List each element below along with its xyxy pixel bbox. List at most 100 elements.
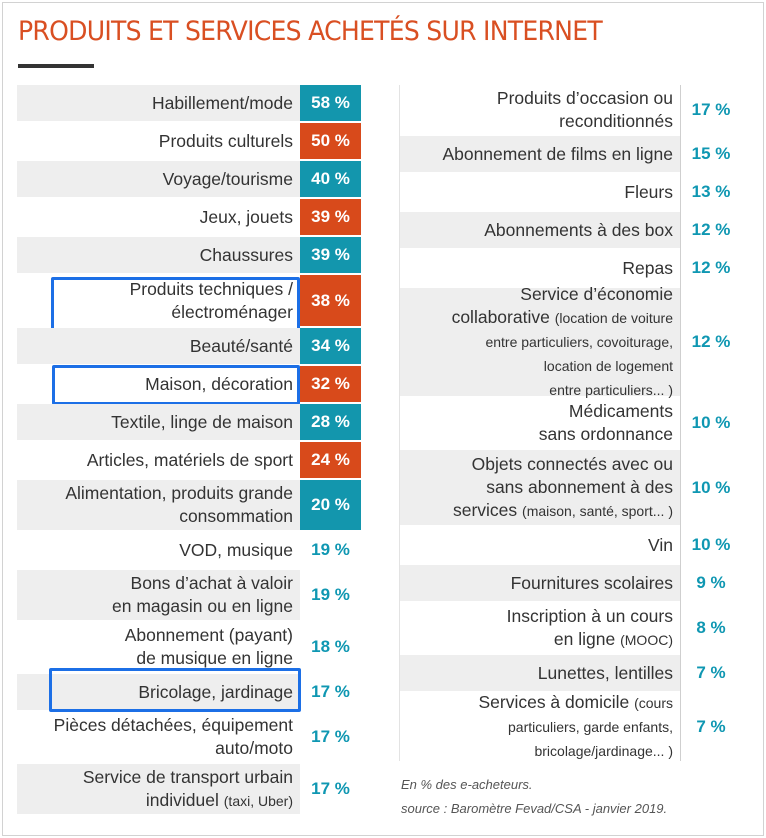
label-text: Produits culturels <box>158 130 293 151</box>
left-value: 39 % <box>300 237 361 273</box>
label-text: Médicaments sans ordonnance <box>538 401 673 444</box>
label-note: (maison, santé, sport... ) <box>522 502 673 519</box>
label-text: Abonnement de films en ligne <box>442 143 673 164</box>
left-row-label: Articles, matériels de sport <box>17 442 300 478</box>
source-note: source : Baromètre Fevad/CSA - janvier 2… <box>401 801 668 816</box>
left-row: Bons d’achat à valoir en magasin ou en l… <box>17 570 361 620</box>
left-value: 17 % <box>311 682 350 701</box>
right-value: 15 % <box>691 144 731 163</box>
right-row: Produits d’occasion ou reconditionnés 17 … <box>399 85 742 134</box>
left-value: 28 % <box>300 404 361 440</box>
left-row-label: Bricolage, jardinage <box>17 674 300 710</box>
left-value: 38 % <box>300 275 361 326</box>
left-row: Pièces détachées, équipement auto/moto 17… <box>17 712 361 762</box>
right-value: 10 % <box>691 535 731 554</box>
label-text: Produits d’occasion ou reconditionnés <box>496 87 673 131</box>
right-row-label: Lunettes, lentilles <box>399 655 680 691</box>
label-text: Vin <box>648 534 673 555</box>
left-row: Voyage/tourisme 40 % <box>17 161 361 197</box>
right-row-label: Produits d’occasion ou reconditionnés <box>399 85 680 134</box>
left-value: 32 % <box>300 366 361 402</box>
label-text: Inscription à un cours en ligne (MOOC) <box>506 605 673 649</box>
left-row-label: Chaussures <box>17 237 300 273</box>
left-row-label: Produits culturels <box>17 123 300 159</box>
left-row: Produits culturels 50 % <box>17 123 361 159</box>
label-text: Chaussures <box>199 244 293 265</box>
left-row-label: Abonnement (payant) de musique en ligne <box>17 622 300 672</box>
right-row-label: Médicaments sans ordonnance <box>399 398 680 448</box>
left-row: Abonnement (payant) de musique en ligne 1… <box>17 622 361 672</box>
left-row-label: Textile, linge de maison <box>17 404 300 440</box>
right-value: 17 % <box>691 99 731 119</box>
right-value: 12 % <box>691 258 731 277</box>
left-row-label: Pièces détachées, équipement auto/moto <box>17 712 300 762</box>
title-underline <box>18 64 94 68</box>
right-column-left-separator <box>399 85 400 761</box>
right-row-label: Abonnements à des box <box>399 212 680 248</box>
label-text: Maison, décoration <box>145 373 293 394</box>
left-row: Jeux, jouets 39 % <box>17 199 361 235</box>
label-text: Pièces détachées, équipement auto/moto <box>53 715 293 758</box>
left-value: 17 % <box>311 727 350 746</box>
left-value: 20 % <box>300 480 361 530</box>
left-row: Beauté/santé 34 % <box>17 328 361 364</box>
left-row-label: Beauté/santé <box>17 328 300 364</box>
label-text: Service d’économie collaborative (locati… <box>451 283 673 398</box>
right-value: 9 % <box>696 573 726 592</box>
right-value: 7 % <box>696 717 726 736</box>
left-row: Chaussures 39 % <box>17 237 361 273</box>
left-value: 19 % <box>311 540 350 559</box>
right-row-label: Abonnement de films en ligne <box>399 136 680 172</box>
right-row: Services à domicile (cours particuliers,… <box>399 692 742 761</box>
left-value: 34 % <box>300 328 361 364</box>
label-text: Textile, linge de maison <box>111 411 293 432</box>
right-row-label: Service d’économie collaborative (locati… <box>399 284 680 398</box>
right-value: 12 % <box>691 332 731 351</box>
right-row-label: Fleurs <box>399 174 680 210</box>
label-text: Fleurs <box>624 181 673 202</box>
right-row-label: Objets connectés avec ou sans abonnement… <box>399 450 680 525</box>
footnote: En % des e-acheteurs. <box>401 777 533 792</box>
label-text: Beauté/santé <box>189 335 293 356</box>
right-row: Repas 12 % <box>399 250 742 286</box>
right-row-label: Vin <box>399 527 680 563</box>
label-text: Service de transport urbain individuel (… <box>82 766 293 810</box>
left-value: 39 % <box>300 199 361 235</box>
right-value: 13 % <box>691 182 731 201</box>
label-text: Bricolage, jardinage <box>138 681 293 702</box>
left-row: VOD, musique 19 % <box>17 532 361 568</box>
left-value: 40 % <box>300 161 361 197</box>
label-note: (MOOC) <box>620 631 673 648</box>
left-row-label: Maison, décoration <box>17 366 300 402</box>
left-row-label: VOD, musique <box>17 532 300 568</box>
left-row: Textile, linge de maison 28 % <box>17 404 361 440</box>
left-row: Alimentation, produits grande consommati… <box>17 480 361 530</box>
label-text: VOD, musique <box>179 539 293 560</box>
left-row-label: Alimentation, produits grande consommati… <box>17 480 300 530</box>
left-row: Articles, matériels de sport 24 % <box>17 442 361 478</box>
right-value: 7 % <box>696 663 726 682</box>
right-row: Inscription à un cours en ligne (MOOC) 8 … <box>399 603 742 653</box>
highlight-box <box>49 668 301 712</box>
right-row: Fleurs 13 % <box>399 174 742 210</box>
left-row-label: Service de transport urbain individuel (… <box>17 764 300 814</box>
label-text: Objets connectés avec ou sans abonnement… <box>452 453 673 520</box>
label-text: Lunettes, lentilles <box>537 662 673 683</box>
left-value: 24 % <box>300 442 361 478</box>
label-note: (location de voiture entre particuliers,… <box>485 309 673 398</box>
right-value: 8 % <box>696 618 726 637</box>
label-text: Alimentation, produits grande consommati… <box>65 483 293 526</box>
chart-title: PRODUITS ET SERVICES ACHETÉS SUR INTERNE… <box>18 16 603 47</box>
label-text: Fournitures scolaires <box>510 572 673 593</box>
label-text: Bons d’achat à valoir en magasin ou en l… <box>112 573 293 616</box>
right-row-label: Inscription à un cours en ligne (MOOC) <box>399 603 680 653</box>
left-row-label: Habillement/mode <box>17 85 300 121</box>
label-text: Jeux, jouets <box>199 206 293 227</box>
right-row-label: Services à domicile (cours particuliers,… <box>399 692 680 761</box>
right-row: Objets connectés avec ou sans abonnement… <box>399 450 742 525</box>
right-row-label: Fournitures scolaires <box>399 565 680 601</box>
right-row-label: Repas <box>399 250 680 286</box>
right-row: Abonnement de films en ligne 15 % <box>399 136 742 172</box>
label-text: Abonnement (payant) de musique en ligne <box>124 625 293 668</box>
